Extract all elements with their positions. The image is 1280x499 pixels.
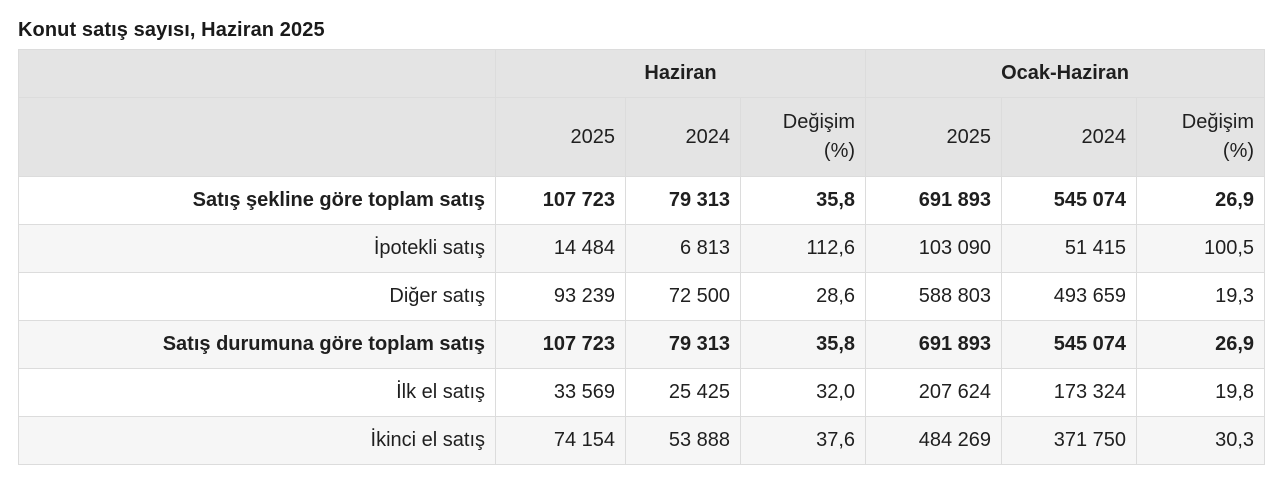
header-blank-cell — [18, 49, 496, 98]
header-group-row: Haziran Ocak-Haziran — [18, 49, 1266, 98]
table-row-second-hand: İkinci el satış 74 154 53 888 37,6 484 2… — [18, 416, 1266, 465]
table-row-other: Diğer satış 93 239 72 500 28,6 588 803 4… — [18, 272, 1266, 321]
change-label: Değişim — [1181, 111, 1255, 133]
table-title: Konut satış sayısı, Haziran 2025 — [18, 19, 325, 41]
change-label: Değişim — [782, 111, 856, 133]
header-june-2024: 2024 — [625, 97, 741, 177]
cell-jan-june-2025: 588 803 — [865, 272, 1003, 321]
cell-june-2025: 74 154 — [495, 416, 626, 465]
cell-june-2024: 72 500 — [625, 272, 741, 321]
row-label: İkinci el satış — [18, 416, 496, 465]
cell-june-2025: 107 723 — [495, 320, 626, 369]
cell-jan-june-change: 30,3 — [1136, 416, 1266, 465]
header-june-change: Değişim (%) — [739, 97, 867, 177]
table-row-mortgage: İpotekli satış 14 484 6 813 112,6 103 09… — [18, 224, 1266, 273]
cell-june-change: 28,6 — [739, 272, 867, 321]
cell-june-2025: 107 723 — [495, 176, 626, 225]
cell-june-change: 35,8 — [739, 176, 867, 225]
cell-jan-june-2024: 173 324 — [1001, 368, 1138, 417]
cell-jan-june-2024: 493 659 — [1001, 272, 1138, 321]
cell-jan-june-2024: 545 074 — [1001, 176, 1138, 225]
change-unit: (%) — [823, 140, 856, 162]
cell-jan-june-change: 26,9 — [1136, 320, 1266, 369]
cell-june-2024: 6 813 — [625, 224, 741, 273]
housing-sales-table: Haziran Ocak-Haziran 2025 2024 Değişim (… — [18, 49, 1266, 465]
cell-jan-june-change: 100,5 — [1136, 224, 1266, 273]
header-group-june: Haziran — [494, 49, 867, 98]
table-row-first-hand: İlk el satış 33 569 25 425 32,0 207 624 … — [18, 368, 1266, 417]
table-row-total-by-status: Satış durumuna göre toplam satış 107 723… — [18, 320, 1266, 369]
cell-jan-june-2024: 545 074 — [1001, 320, 1138, 369]
cell-june-2024: 53 888 — [625, 416, 741, 465]
cell-june-change: 35,8 — [739, 320, 867, 369]
cell-jan-june-2025: 691 893 — [865, 176, 1003, 225]
row-label: Diğer satış — [18, 272, 496, 321]
cell-june-2025: 33 569 — [495, 368, 626, 417]
cell-june-2024: 25 425 — [625, 368, 741, 417]
cell-jan-june-2025: 691 893 — [865, 320, 1003, 369]
row-label: Satış durumuna göre toplam satış — [18, 320, 496, 369]
header-group-jan-june: Ocak-Haziran — [865, 49, 1266, 98]
cell-june-change: 37,6 — [739, 416, 867, 465]
header-june-2025: 2025 — [495, 97, 626, 177]
cell-june-change: 112,6 — [739, 224, 867, 273]
cell-jan-june-2024: 371 750 — [1001, 416, 1138, 465]
change-unit: (%) — [1222, 140, 1255, 162]
cell-jan-june-2025: 207 624 — [865, 368, 1003, 417]
cell-june-2024: 79 313 — [625, 176, 741, 225]
cell-june-2025: 14 484 — [495, 224, 626, 273]
cell-jan-june-change: 19,3 — [1136, 272, 1266, 321]
header-blank-cell — [18, 97, 496, 177]
cell-june-change: 32,0 — [739, 368, 867, 417]
header-jan-june-2025: 2025 — [865, 97, 1003, 177]
cell-jan-june-2024: 51 415 — [1001, 224, 1138, 273]
header-sub-row: 2025 2024 Değişim (%) 2025 2024 Değişim … — [18, 97, 1266, 177]
cell-jan-june-2025: 103 090 — [865, 224, 1003, 273]
row-label: Satış şekline göre toplam satış — [18, 176, 496, 225]
cell-jan-june-2025: 484 269 — [865, 416, 1003, 465]
cell-jan-june-change: 19,8 — [1136, 368, 1266, 417]
header-jan-june-2024: 2024 — [1001, 97, 1138, 177]
cell-jan-june-change: 26,9 — [1136, 176, 1266, 225]
row-label: İlk el satış — [18, 368, 496, 417]
cell-june-2024: 79 313 — [625, 320, 741, 369]
cell-june-2025: 93 239 — [495, 272, 626, 321]
table-row-total-by-type: Satış şekline göre toplam satış 107 723 … — [18, 176, 1266, 225]
header-jan-june-change: Değişim (%) — [1136, 97, 1266, 177]
row-label: İpotekli satış — [18, 224, 496, 273]
